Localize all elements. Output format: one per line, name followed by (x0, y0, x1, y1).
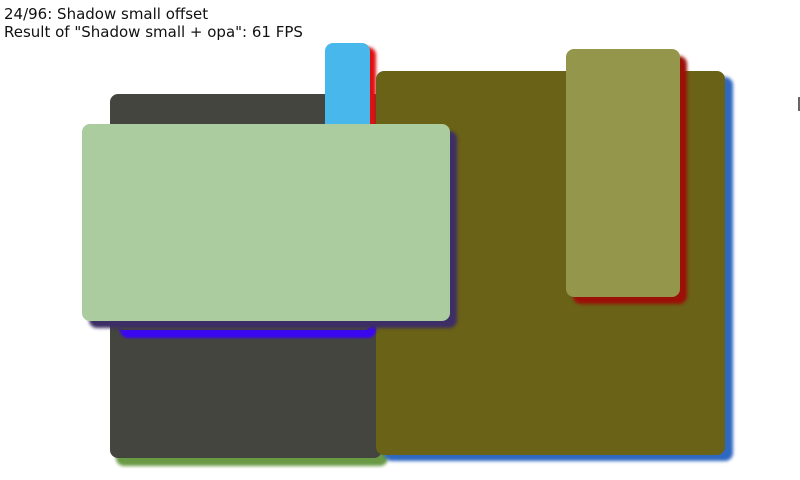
scene-title: 24/96: Shadow small offset (4, 5, 209, 23)
light-green-box (82, 124, 450, 321)
edge-marker (798, 97, 800, 111)
fps-result: Result of "Shadow small + opa": 61 FPS (4, 23, 303, 41)
light-olive-box (566, 49, 680, 297)
